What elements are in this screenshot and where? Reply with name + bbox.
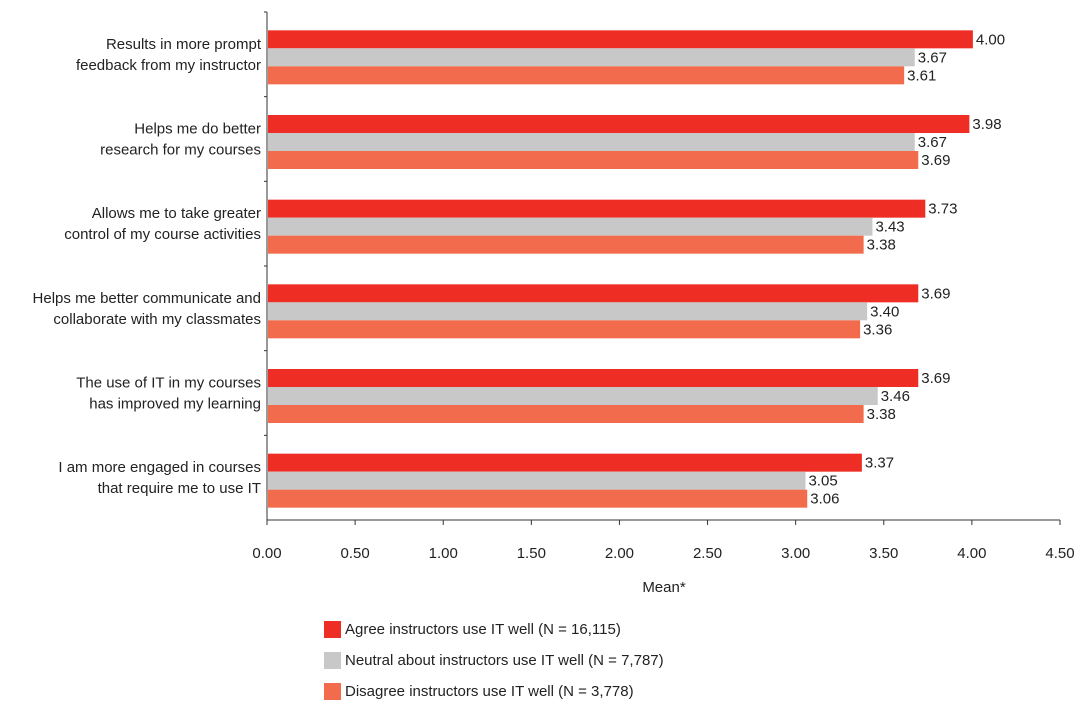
bar [268,471,806,490]
legend: Agree instructors use IT well (N = 16,11… [324,614,664,707]
bar-value-label: 3.43 [875,219,904,236]
bar [268,30,973,49]
bar-value-label: 3.67 [918,134,947,151]
x-tick-label: 4.50 [1045,545,1074,562]
bar-value-label: 3.38 [867,406,896,423]
legend-item: Disagree instructors use IT well (N = 3,… [324,676,664,707]
bar [268,369,919,387]
x-tick-label: 3.50 [869,545,898,562]
bar-value-label: 3.69 [921,285,950,302]
x-tick-label: 3.00 [781,545,810,562]
bar [268,151,919,169]
bars-group: 4.003.673.613.983.673.693.733.433.383.69… [268,30,1005,508]
category-label: Helps me do better [134,121,261,138]
x-axis-title: Mean* [642,579,686,596]
bar [268,405,864,423]
x-tick-label: 2.50 [693,545,722,562]
legend-item: Agree instructors use IT well (N = 16,11… [324,614,664,645]
legend-label: Disagree instructors use IT well (N = 3,… [345,683,634,700]
category-label: Helps me better communicate and [33,290,261,307]
bar [268,320,861,339]
bar [268,66,905,85]
bar-value-label: 3.98 [972,116,1001,133]
bar-value-label: 3.40 [870,303,899,320]
bar [268,284,919,303]
category-labels: Results in more prompt feedback from my i… [33,36,262,497]
category-label: has improved my learning [89,396,261,413]
bar-value-label: 3.05 [808,473,837,490]
category-label: collaborate with my classmates [53,311,261,328]
bar-value-label: 3.46 [881,388,910,405]
bar [268,115,970,133]
bar [268,217,873,236]
bar-value-label: 3.61 [907,67,936,84]
category-label: that require me to use IT [98,480,261,497]
axes [264,11,1060,521]
x-ticks: 0.00 0.50 1.00 1.50 2.00 2.50 3.00 3.50 4.00 4.50 [252,520,1075,562]
category-label: Results in more prompt [106,36,262,53]
bar [268,199,926,218]
x-tick-label: 1.00 [429,545,458,562]
legend-swatch [324,652,341,669]
legend-item: Neutral about instructors use IT well (N… [324,645,664,676]
bar-value-label: 3.67 [918,49,947,66]
bar [268,133,915,151]
category-label: research for my courses [100,142,261,159]
bar [268,235,864,254]
category-label: Allows me to take greater [92,205,261,222]
bar [268,302,868,321]
legend-label: Agree instructors use IT well (N = 16,11… [345,621,621,638]
category-label: control of my course activities [64,226,261,243]
bar-value-label: 3.06 [810,491,839,508]
bar-value-label: 4.00 [976,31,1005,48]
category-label: feedback from my instructor [76,57,261,74]
legend-label: Neutral about instructors use IT well (N… [345,652,664,669]
x-tick-label: 4.00 [957,545,986,562]
bar-value-label: 3.73 [928,201,957,218]
bar-value-label: 3.36 [863,321,892,338]
legend-swatch [324,683,341,700]
bar [268,48,915,67]
x-tick-label: 1.50 [517,545,546,562]
category-label: The use of IT in my courses [76,375,261,392]
bar-value-label: 3.38 [867,237,896,254]
bar-value-label: 3.37 [865,455,894,472]
bar-value-label: 3.69 [921,152,950,169]
bar-value-label: 3.69 [921,370,950,387]
bar [268,453,862,472]
bar [268,387,878,405]
x-tick-label: 2.00 [605,545,634,562]
bar [268,489,808,508]
legend-swatch [324,621,341,638]
x-tick-label: 0.00 [252,545,281,562]
category-label: I am more engaged in courses [58,459,261,476]
x-tick-label: 0.50 [341,545,370,562]
